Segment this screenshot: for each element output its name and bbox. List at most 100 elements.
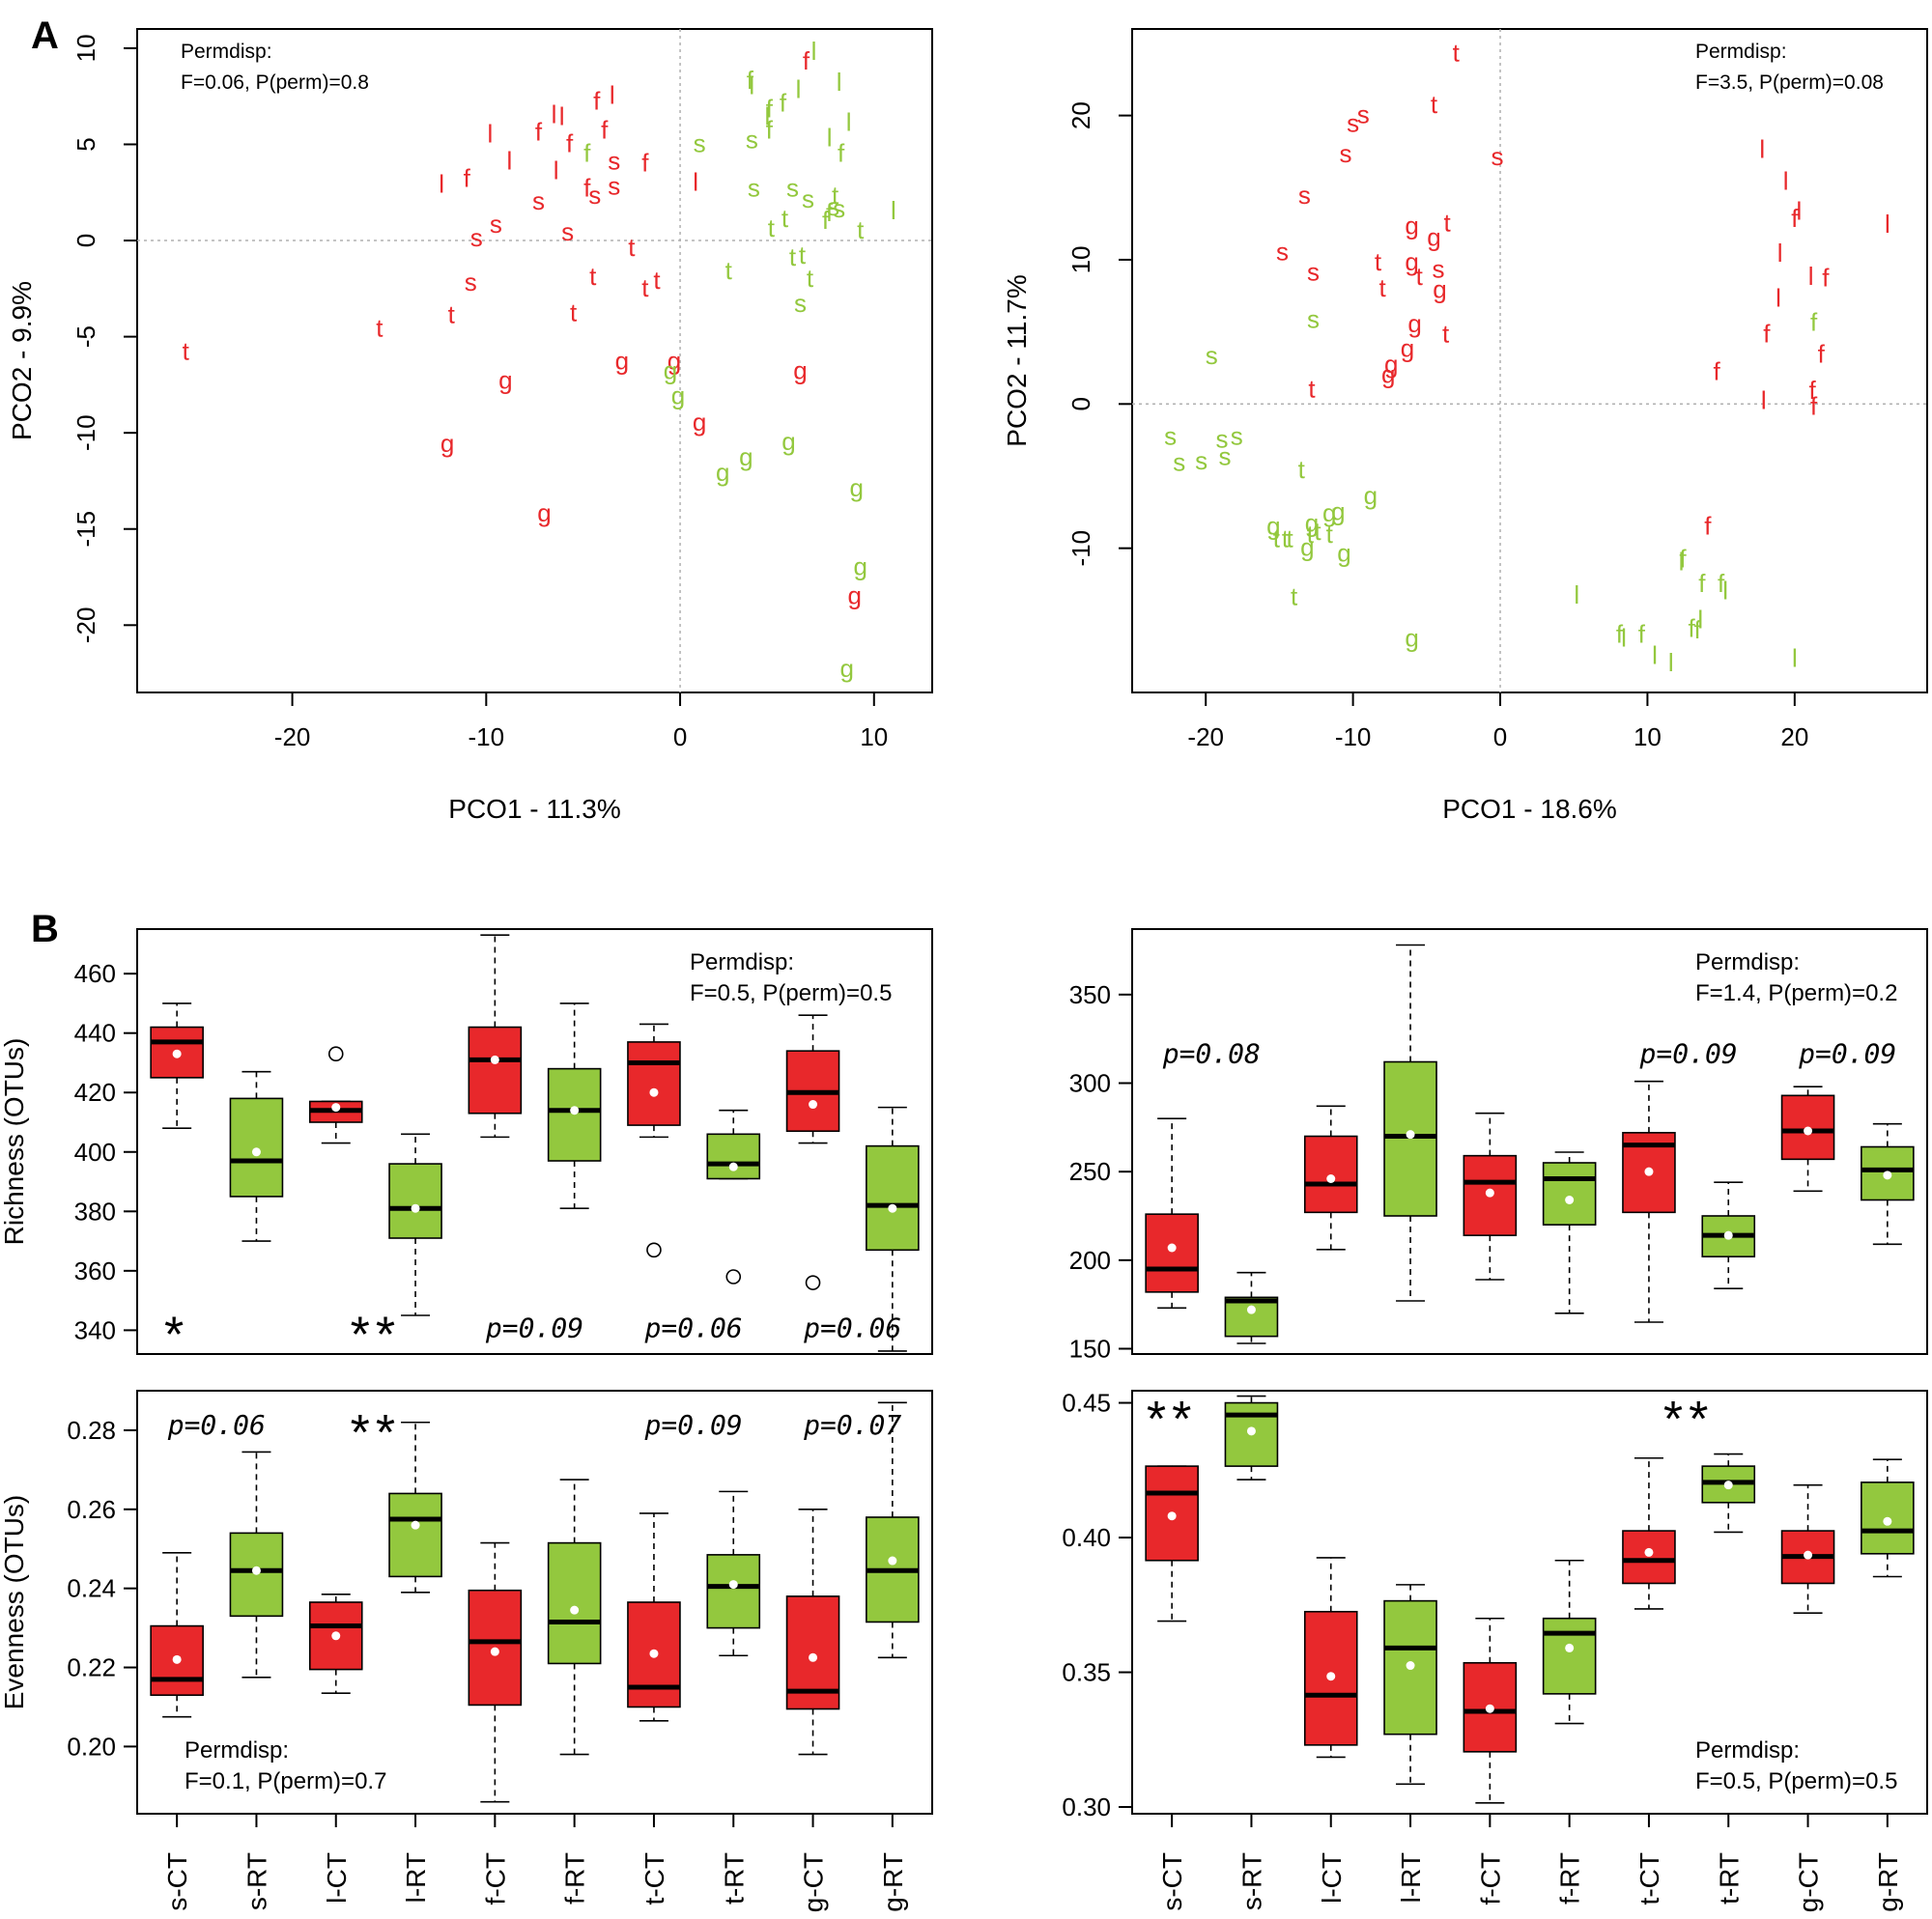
y-tick-label: 0.24 (67, 1574, 116, 1603)
data-point-rt: g (853, 552, 867, 581)
data-point-rt: g (664, 355, 677, 384)
data-point-ct: t (1375, 247, 1382, 276)
data-point-ct: t (570, 298, 578, 327)
pco-right-chart: -10 0 10 20 PCO2 - 11.7% Permdisp: F=3.5, P(pe… (1002, 28, 1928, 824)
significance-p-value: p=0.06 (644, 1312, 743, 1343)
significance-stars: ** (1663, 1392, 1714, 1448)
data-point-ct: t (183, 337, 190, 366)
data-point-ct: g (1405, 247, 1418, 276)
data-point-ct: g (793, 355, 807, 384)
x-tick-label: -20 (1187, 722, 1224, 751)
box-body (1303, 1135, 1358, 1214)
box-mean-dot (1246, 1305, 1256, 1314)
y-axis-label: PCO2 - 11.7% (1002, 274, 1032, 446)
data-point-rt: s (1307, 305, 1320, 334)
data-point-ct: g (537, 498, 551, 527)
x-tick-label: 10 (860, 722, 888, 751)
box-body (706, 1133, 761, 1180)
box-mean-dot (490, 1055, 499, 1064)
data-point-rt: g (1364, 481, 1378, 510)
box-outlier (805, 1275, 821, 1290)
data-point-ct: g (1427, 223, 1440, 252)
box-mean-dot (728, 1580, 738, 1590)
data-point-ct: f (1818, 340, 1826, 369)
data-point-rt: g (1266, 511, 1280, 540)
box-body (388, 1492, 442, 1578)
data-point-ct: l (507, 146, 513, 175)
richness-right-frame (1131, 928, 1928, 1355)
data-point-ct: l (610, 81, 615, 110)
data-point-ct: t (641, 273, 649, 302)
data-point-rt: g (1337, 539, 1350, 568)
data-point-ct: g (1401, 334, 1414, 363)
data-point-rt: f (838, 138, 845, 167)
pco-left-frame (136, 28, 933, 693)
permdisp-annotation: F=0.5, P(perm)=0.5 (690, 980, 892, 1006)
data-point-ct: g (1433, 274, 1446, 303)
data-point-ct: s (1491, 142, 1503, 171)
x-tick-label: 0 (673, 722, 687, 751)
box-mean-dot (1246, 1426, 1256, 1436)
data-point-rt: f (1698, 569, 1706, 598)
data-point-ct: t (1442, 320, 1450, 349)
permdisp-annotation: Permdisp: (1695, 41, 1787, 63)
data-point-rt: s (1195, 446, 1208, 475)
data-point-rt: f (780, 89, 787, 118)
y-tick-label: 0 (1066, 397, 1095, 410)
y-tick-label: 0.26 (67, 1495, 116, 1524)
data-point-rt: f (1810, 308, 1818, 337)
box-mean-dot (1804, 1126, 1813, 1136)
data-point-rt: t (725, 256, 733, 285)
box-mean-dot (1406, 1130, 1415, 1140)
significance-p-value: p=0.09 (485, 1312, 583, 1343)
significance-stars: ** (351, 1307, 401, 1363)
data-point-ct: l (1797, 197, 1803, 226)
data-point-ct: t (1444, 209, 1452, 238)
box-mean-dot (888, 1203, 897, 1213)
data-point-ct: l (1777, 239, 1783, 268)
data-point-ct: s (490, 210, 502, 239)
data-point-ct: s (1347, 109, 1359, 138)
data-point-ct: f (1704, 511, 1712, 540)
data-point-rt: s (786, 173, 799, 202)
box-mean-dot (1485, 1188, 1494, 1198)
data-point-rt: g (1300, 533, 1314, 562)
data-point-rt: f (1638, 619, 1646, 648)
data-point-rt: l (764, 102, 770, 131)
y-tick-label: 250 (1069, 1157, 1111, 1186)
category-axis-left: s-CT s-RT l-CT l-RT f-CT f-RT t-CT t-RT g-CT g-RT (162, 1814, 908, 1912)
data-point-rt: t (1298, 455, 1306, 484)
data-point-rt: s (1231, 422, 1243, 451)
permdisp-annotation: F=1.4, P(perm)=0.2 (1695, 980, 1897, 1006)
x-tick-label: 20 (1780, 722, 1808, 751)
pco-right-frame (1131, 28, 1928, 693)
data-point-ct: s (588, 181, 601, 210)
box-mean-dot (490, 1647, 499, 1656)
box-mean-dot (1644, 1547, 1654, 1557)
y-tick-label: 400 (74, 1138, 116, 1167)
box-mean-dot (1485, 1704, 1494, 1713)
y-tick-label: -15 (71, 511, 100, 548)
data-point-ct: s (532, 186, 545, 215)
data-point-rt: f (1679, 545, 1687, 574)
data-point-ct: s (1298, 181, 1311, 210)
panel-label-b: B (31, 908, 59, 950)
data-point-rt: f (1616, 619, 1624, 648)
data-point-ct: g (1407, 309, 1421, 338)
box-mean-dot (172, 1049, 182, 1058)
x-category-label: g-CT (799, 1852, 829, 1912)
data-point-ct: g (847, 580, 861, 609)
data-point-rt: s (694, 128, 706, 157)
data-point-ct: l (439, 169, 444, 198)
data-point-ct: l (554, 155, 559, 184)
data-point-rt: t (1307, 520, 1315, 549)
data-point-ct: l (1759, 134, 1765, 163)
data-point-ct: t (589, 262, 597, 291)
data-point-rt: g (739, 442, 753, 471)
data-point-ct: t (376, 314, 384, 343)
significance-stars: ** (351, 1405, 401, 1461)
box-body (1383, 1060, 1437, 1217)
pco-left-chart: -20 -15 -10 -5 0 5 10 PCO2 - 9.9% Permdisp: F=0.0… (7, 28, 933, 824)
data-point-rt: t (1291, 581, 1298, 610)
data-point-ct: s (561, 217, 574, 246)
